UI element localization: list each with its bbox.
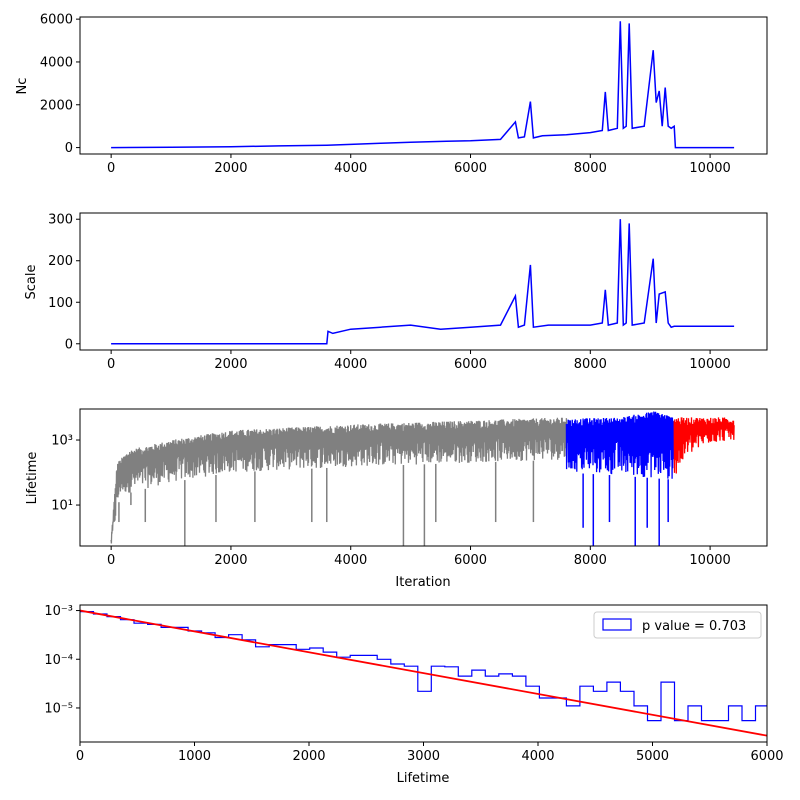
x-tick-label: 2000 xyxy=(214,357,247,372)
scale-ticks: 0 2000 4000 6000 8000 10000 0 100 200 300 xyxy=(48,213,731,372)
scale-panel: 0 2000 4000 6000 8000 10000 0 100 200 300 Scale xyxy=(24,212,768,372)
x-tick-label: 4000 xyxy=(334,553,367,568)
nc-ticks: 0 2000 4000 6000 8000 10000 0 2000 4000 6000 xyxy=(40,13,731,176)
x-tick-label: 2000 xyxy=(214,161,247,176)
histogram-xlabel: Lifetime xyxy=(397,771,450,786)
series-line xyxy=(111,219,735,345)
x-tick-label: 0 xyxy=(76,749,84,764)
y-tick-label: 4000 xyxy=(40,55,73,70)
x-tick-label: 1000 xyxy=(178,749,211,764)
nc-ylabel: Nc xyxy=(15,78,30,95)
x-tick-label: 4000 xyxy=(334,161,367,176)
x-tick-label: 0 xyxy=(107,161,115,176)
lifetime-xlabel: Iteration xyxy=(395,575,450,590)
series-line xyxy=(111,21,735,149)
histogram-ticks: 0 1000 2000 3000 4000 5000 6000 10⁻⁵ 10⁻⁴ 10⁻³ xyxy=(44,604,783,764)
series-line xyxy=(565,411,675,479)
nc-panel: 0 2000 4000 6000 8000 10000 0 2000 4000 6000 Nc xyxy=(15,13,768,176)
x-tick-label: 6000 xyxy=(750,749,783,764)
x-tick-label: 10000 xyxy=(689,161,730,176)
x-tick-label: 2000 xyxy=(214,553,247,568)
nc-plot-area xyxy=(111,21,735,149)
scale-plot-area xyxy=(111,219,735,345)
x-tick-label: 5000 xyxy=(636,749,669,764)
x-tick-label: 8000 xyxy=(574,553,607,568)
lifetime-panel: 0 2000 4000 6000 8000 10000 10¹ 10³ Lifetime It… xyxy=(25,408,768,590)
lifetime-plot-area xyxy=(110,411,735,546)
x-tick-label: 8000 xyxy=(574,161,607,176)
scale-ylabel: Scale xyxy=(24,265,39,300)
x-tick-label: 6000 xyxy=(454,553,487,568)
x-tick-label: 4000 xyxy=(521,749,554,764)
lifetime-ylabel: Lifetime xyxy=(25,452,40,505)
series-line xyxy=(673,417,735,474)
x-tick-label: 6000 xyxy=(454,357,487,372)
x-tick-label: 10000 xyxy=(689,553,730,568)
x-tick-label: 2000 xyxy=(292,749,325,764)
y-tick-label: 10⁻⁵ xyxy=(44,701,73,716)
y-tick-label: 300 xyxy=(48,213,73,228)
x-tick-label: 10000 xyxy=(689,357,730,372)
x-tick-label: 0 xyxy=(107,553,115,568)
x-tick-label: 0 xyxy=(107,357,115,372)
nc-axes-frame xyxy=(79,16,768,155)
lifetime-axes-frame xyxy=(79,408,768,547)
y-tick-label: 10¹ xyxy=(51,499,73,514)
x-tick-label: 8000 xyxy=(574,357,607,372)
y-tick-label: 6000 xyxy=(40,13,73,28)
x-tick-label: 6000 xyxy=(454,161,487,176)
x-tick-label: 3000 xyxy=(407,749,440,764)
scale-axes-frame xyxy=(79,212,768,351)
y-tick-label: 10⁻³ xyxy=(44,604,73,619)
legend-box xyxy=(593,611,762,639)
y-tick-label: 100 xyxy=(48,296,73,311)
legend: p value = 0.703 xyxy=(593,611,762,639)
lifetime-ticks: 0 2000 4000 6000 8000 10000 10¹ 10³ xyxy=(51,434,731,568)
fit-line xyxy=(80,609,767,737)
legend-label: p value = 0.703 xyxy=(642,619,746,634)
y-tick-label: 10⁻⁴ xyxy=(44,653,73,668)
y-tick-label: 10³ xyxy=(51,434,73,449)
x-tick-label: 4000 xyxy=(334,357,367,372)
histogram-plot-area xyxy=(80,609,767,737)
histogram-panel: 0 1000 2000 3000 4000 5000 6000 10⁻⁵ 10⁻⁴ 10⁻³ Li… xyxy=(44,604,783,786)
series-line xyxy=(110,417,568,544)
y-tick-label: 0 xyxy=(65,141,73,156)
legend-swatch xyxy=(602,618,632,631)
y-tick-label: 2000 xyxy=(40,98,73,113)
y-tick-label: 0 xyxy=(65,337,73,352)
y-tick-label: 200 xyxy=(48,254,73,269)
